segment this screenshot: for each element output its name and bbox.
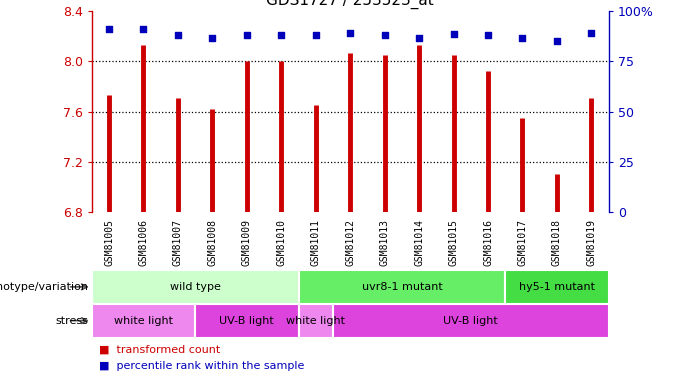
- FancyBboxPatch shape: [299, 270, 505, 304]
- Text: GSM81018: GSM81018: [552, 219, 562, 266]
- FancyBboxPatch shape: [299, 304, 333, 338]
- Text: genotype/variation: genotype/variation: [0, 282, 88, 292]
- Text: GSM81017: GSM81017: [517, 219, 528, 266]
- Text: GSM81015: GSM81015: [449, 219, 458, 266]
- Text: UV-B light: UV-B light: [220, 316, 274, 326]
- Point: [448, 31, 459, 37]
- Text: GSM81016: GSM81016: [483, 219, 493, 266]
- FancyBboxPatch shape: [505, 270, 609, 304]
- Text: white light: white light: [114, 316, 173, 326]
- Point: [310, 32, 321, 38]
- Text: ■  percentile rank within the sample: ■ percentile rank within the sample: [99, 361, 304, 371]
- Point: [276, 32, 287, 38]
- Text: white light: white light: [286, 316, 345, 326]
- Point: [586, 30, 597, 36]
- Point: [345, 30, 356, 36]
- Text: GSM81005: GSM81005: [104, 219, 114, 266]
- Point: [551, 38, 562, 44]
- Text: GSM81014: GSM81014: [414, 219, 424, 266]
- Text: GSM81013: GSM81013: [379, 219, 390, 266]
- Point: [413, 34, 424, 40]
- Point: [483, 32, 494, 38]
- FancyBboxPatch shape: [333, 304, 609, 338]
- Point: [103, 26, 114, 32]
- Text: GSM81012: GSM81012: [345, 219, 355, 266]
- Text: GSM81019: GSM81019: [586, 219, 596, 266]
- Point: [379, 32, 390, 38]
- Text: GSM81009: GSM81009: [242, 219, 252, 266]
- Point: [138, 26, 149, 32]
- FancyBboxPatch shape: [92, 304, 195, 338]
- Text: GSM81006: GSM81006: [139, 219, 148, 266]
- Text: ■  transformed count: ■ transformed count: [99, 344, 220, 354]
- Point: [241, 32, 252, 38]
- Title: GDS1727 / 253523_at: GDS1727 / 253523_at: [267, 0, 434, 9]
- Text: GSM81008: GSM81008: [207, 219, 218, 266]
- Text: stress: stress: [56, 316, 88, 326]
- FancyBboxPatch shape: [92, 270, 299, 304]
- Text: uvr8-1 mutant: uvr8-1 mutant: [362, 282, 442, 292]
- Text: GSM81010: GSM81010: [276, 219, 286, 266]
- Text: wild type: wild type: [170, 282, 220, 292]
- FancyBboxPatch shape: [195, 304, 299, 338]
- Point: [173, 32, 184, 38]
- Text: UV-B light: UV-B light: [443, 316, 498, 326]
- Text: hy5-1 mutant: hy5-1 mutant: [519, 282, 595, 292]
- Text: GSM81011: GSM81011: [311, 219, 321, 266]
- Point: [517, 34, 528, 40]
- Point: [207, 34, 218, 40]
- Text: GSM81007: GSM81007: [173, 219, 183, 266]
